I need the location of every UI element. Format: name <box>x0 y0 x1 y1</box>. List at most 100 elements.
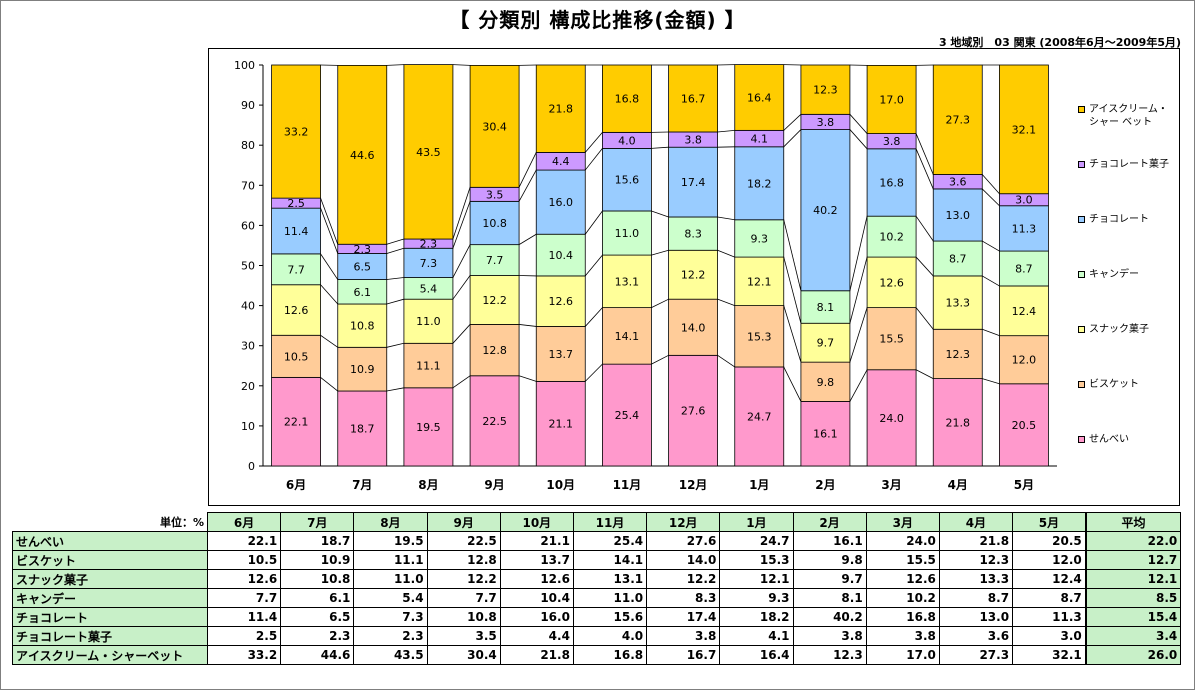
table-cell: 18.7 <box>280 531 355 551</box>
table-cell: 12.1 <box>719 569 794 589</box>
legend-swatch <box>1078 216 1085 223</box>
table-cell: 16.1 <box>792 531 867 551</box>
table-cell: 2.3 <box>353 626 428 646</box>
x-tick-label: 11月 <box>613 478 642 492</box>
chart-title: 【 分類別 構成比推移(金額) 】 <box>449 8 746 32</box>
column-header-average: 平均 <box>1084 512 1182 532</box>
table-cell: 3.6 <box>938 626 1014 646</box>
series-connector-line <box>651 354 669 365</box>
table-cell: 12.6 <box>865 569 940 589</box>
legend-label: せんべい <box>1089 434 1129 445</box>
table-cell: 17.0 <box>865 645 940 665</box>
legend-swatch <box>1078 161 1085 168</box>
table-cell: 7.7 <box>206 588 282 608</box>
y-tick-label: 40 <box>241 300 255 313</box>
bar-segment <box>469 324 520 377</box>
series-connector-line <box>783 219 802 291</box>
y-tick-label: 10 <box>241 420 255 433</box>
table-cell: 10.9 <box>280 550 355 570</box>
table-cell: 2.5 <box>206 626 282 646</box>
bar-segment <box>668 354 718 467</box>
table-row: アイスクリーム・シャーベット 33.2 44.6 43.5 30.4 21.8 16.8 16… <box>12 645 1182 665</box>
table-cell: 3.8 <box>792 626 867 646</box>
table-cell: 14.0 <box>646 550 721 570</box>
legend-swatch <box>1078 326 1085 333</box>
data-label: 13.3 <box>946 297 971 310</box>
table-cell: 11.0 <box>353 569 428 589</box>
bar-segment <box>602 210 652 256</box>
bar-segment <box>932 240 983 277</box>
data-label: 12.4 <box>1012 305 1037 318</box>
bar-segment <box>403 298 454 344</box>
bar-segment <box>271 64 321 199</box>
data-label: 15.3 <box>747 330 772 343</box>
data-label: 21.8 <box>946 416 971 429</box>
data-label: 16.0 <box>549 196 574 209</box>
table-cell: 11.3 <box>1012 607 1087 627</box>
table-cell: 6.1 <box>280 588 355 608</box>
bar-segment <box>668 216 718 251</box>
y-tick-label: 80 <box>241 139 255 152</box>
table-cell: 2.3 <box>280 626 355 646</box>
table-cell: 33.2 <box>206 645 282 665</box>
column-header: 7月 <box>280 512 355 532</box>
table-row: せんべい 22.1 18.7 19.5 22.5 21.1 25.4 27.6 24.7 16.1… <box>12 531 1182 551</box>
bar-segment <box>932 378 983 467</box>
column-header: 10月 <box>499 512 574 532</box>
bar-segment <box>602 254 652 309</box>
data-label: 16.7 <box>681 92 706 105</box>
table-row: スナック菓子 12.6 10.8 11.0 12.2 12.6 13.1 12.2 12.1 9.… <box>12 569 1182 589</box>
bar-segment <box>999 64 1049 195</box>
table-cell: 11.1 <box>353 550 428 570</box>
legend-label: チョコレート <box>1089 214 1149 225</box>
data-label: 3.5 <box>486 188 504 201</box>
x-tick-label: 9月 <box>484 478 504 492</box>
bar-segment <box>271 207 321 255</box>
legend-label: アイスクリーム・シャー ベット <box>1089 104 1168 128</box>
series-connector-line <box>849 216 868 291</box>
series-connector-line <box>651 146 669 149</box>
table-cell: 16.0 <box>499 607 574 627</box>
legend-label: スナック菓子 <box>1089 324 1149 335</box>
x-tick-label: 1月 <box>749 478 769 492</box>
series-connector-line <box>386 277 404 280</box>
data-label: 3.8 <box>817 116 835 129</box>
table-cell: 24.0 <box>865 531 940 551</box>
average-cell: 22.0 <box>1084 531 1182 551</box>
row-label: チョコレート菓子 <box>12 626 208 646</box>
bar-segment <box>271 376 321 467</box>
table-cell: 22.5 <box>426 531 501 551</box>
table-cell: 44.6 <box>280 645 355 665</box>
bar-segment <box>932 275 983 330</box>
series-connector-line <box>518 152 537 188</box>
data-label: 11.1 <box>416 360 441 373</box>
series-connector-line <box>386 387 404 392</box>
series-connector-line <box>849 114 868 134</box>
table-cell: 21.8 <box>938 531 1014 551</box>
series-connector-line <box>320 334 338 348</box>
row-label: キャンデー <box>12 588 208 608</box>
data-label: 8.7 <box>949 252 967 265</box>
row-label: せんべい <box>12 531 208 551</box>
y-tick-label: 100 <box>234 59 255 72</box>
series-connector-line <box>783 366 802 402</box>
data-label: 9.3 <box>751 232 769 245</box>
bar-segment <box>271 334 321 378</box>
data-label: 14.1 <box>615 330 640 343</box>
series-connector-line <box>783 256 802 324</box>
series-connector-line <box>518 233 537 245</box>
table-cell: 22.1 <box>206 531 282 551</box>
column-header: 1月 <box>719 512 794 532</box>
table-cell: 5.4 <box>353 588 428 608</box>
data-label: 17.4 <box>681 176 706 189</box>
stacked-bar-chart: 0 10 20 30 40 50 60 70 80 90 100 22.1 18.7 19.5 22.5 21… <box>234 59 1057 492</box>
data-label: 16.4 <box>747 91 772 104</box>
data-label: 3.0 <box>1015 194 1033 207</box>
bar-segment <box>602 363 652 467</box>
column-header: 6月 <box>206 512 282 532</box>
series-connector-line <box>320 208 339 254</box>
data-label: 33.2 <box>284 126 309 139</box>
data-label: 10.8 <box>350 320 375 333</box>
series-connector-line <box>452 187 471 240</box>
data-label: 12.0 <box>1012 354 1037 367</box>
